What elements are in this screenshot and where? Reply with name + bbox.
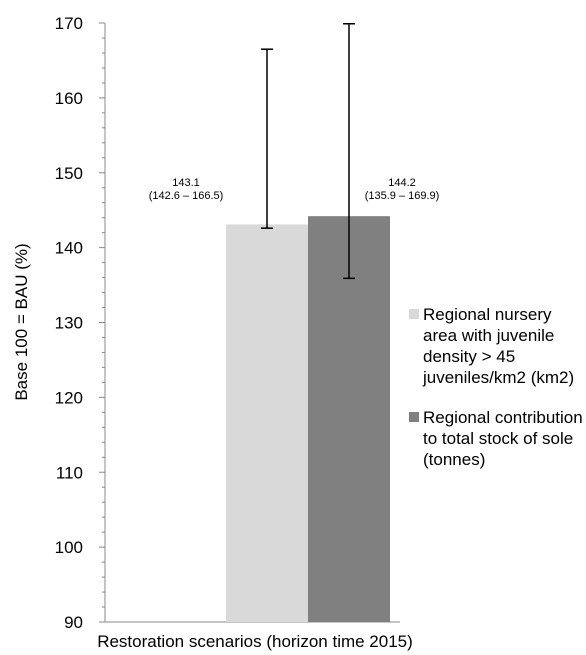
y-tick-label: 110 <box>56 463 83 482</box>
legend-swatch <box>409 309 419 319</box>
error-bars <box>261 22 355 280</box>
y-tick-label: 160 <box>55 89 83 108</box>
x-axis-title: Restoration scenarios (horizon time 2015… <box>97 632 413 651</box>
legend-swatch <box>409 412 419 422</box>
y-tick-label: 100 <box>55 538 83 557</box>
y-tick-label: 130 <box>55 314 83 333</box>
legend-label: Regional contribution to total stock of … <box>423 408 583 469</box>
bar-series-1 <box>226 224 308 622</box>
data-labels: 143.1(142.6 – 166.5) 144.2(135.9 – 169.9) <box>149 177 440 202</box>
data-label-range: (135.9 – 169.9) <box>365 190 440 202</box>
legend-label: Regional nursery area with juvenile dens… <box>423 305 575 387</box>
y-tick-label: 90 <box>64 613 83 632</box>
bars <box>226 216 390 623</box>
y-axis-title: Base 100 = BAU (%) <box>12 243 31 400</box>
legend-item-nursery-area: Regional nursery area with juvenile dens… <box>405 304 585 388</box>
y-tick-label: 140 <box>55 239 83 258</box>
data-label-value: 143.1 <box>172 177 200 189</box>
y-tick-label: 150 <box>55 164 83 183</box>
bar-series-2 <box>308 216 390 623</box>
y-tick-label: 120 <box>55 388 83 407</box>
data-label-range: (142.6 – 166.5) <box>149 190 224 202</box>
legend-item-stock-contribution: Regional contribution to total stock of … <box>405 407 585 470</box>
legend: Regional nursery area with juvenile dens… <box>405 304 585 489</box>
data-label-value: 144.2 <box>388 177 416 189</box>
y-axis-ticks: 90 100 110 120 130 140 150 160 170 <box>55 14 105 632</box>
y-tick-label: 170 <box>55 14 83 33</box>
